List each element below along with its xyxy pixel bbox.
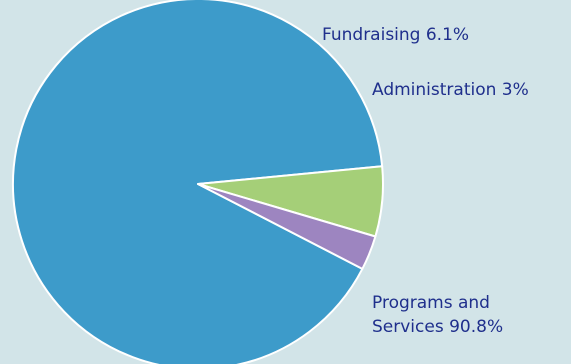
slice-label-line: Fundraising 6.1% [322,25,469,45]
slice-label-fundraising: Fundraising 6.1% [322,25,469,45]
slice-label-programs-and-services: Programs and Services 90.8% [372,293,503,337]
pie-slice-programs-and-services [12,0,384,364]
slice-label-line: Programs and [372,293,490,313]
slice-label-line: Administration 3% [372,80,529,100]
slice-label-line: Services 90.8% [372,317,503,337]
slice-label-administration: Administration 3% [372,80,529,100]
pie-slices [12,0,384,364]
slice-labels: Programs and Services 90.8% Fundraising 6.… [322,25,529,337]
pie-slice-administration [197,183,377,270]
